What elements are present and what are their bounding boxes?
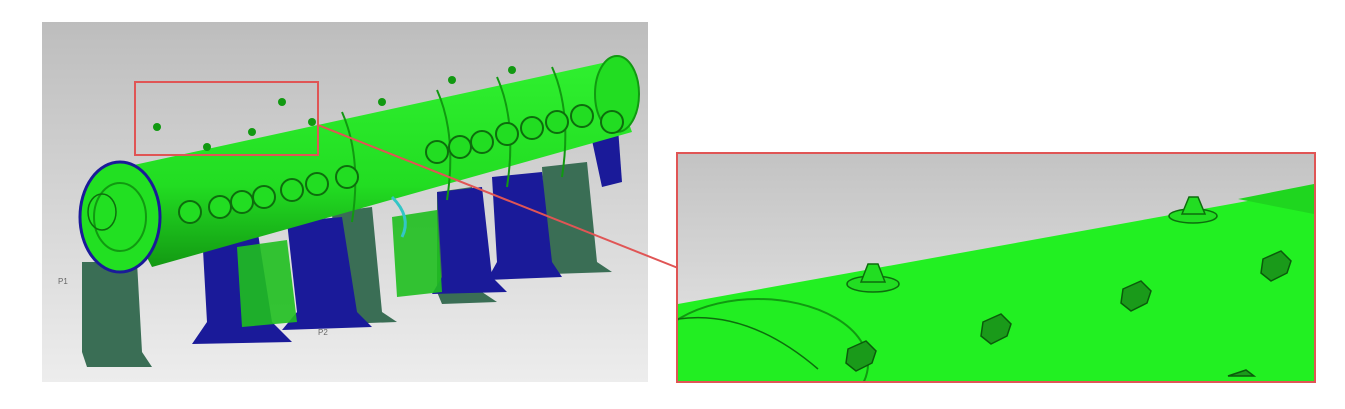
zoom-region-highlight bbox=[134, 81, 319, 156]
support-webs bbox=[237, 210, 442, 327]
vessel-end-cap bbox=[78, 160, 162, 274]
nozzles bbox=[178, 104, 624, 224]
zoomed-detail-view bbox=[676, 152, 1316, 383]
zoomed-render bbox=[678, 154, 1314, 381]
zoomed-clips bbox=[845, 250, 1292, 377]
zoomed-lifting-lugs bbox=[846, 196, 1218, 293]
callout-label-p2: P2 bbox=[318, 328, 328, 337]
top-studs bbox=[153, 66, 516, 151]
callout-label-p1: P1 bbox=[58, 277, 68, 286]
